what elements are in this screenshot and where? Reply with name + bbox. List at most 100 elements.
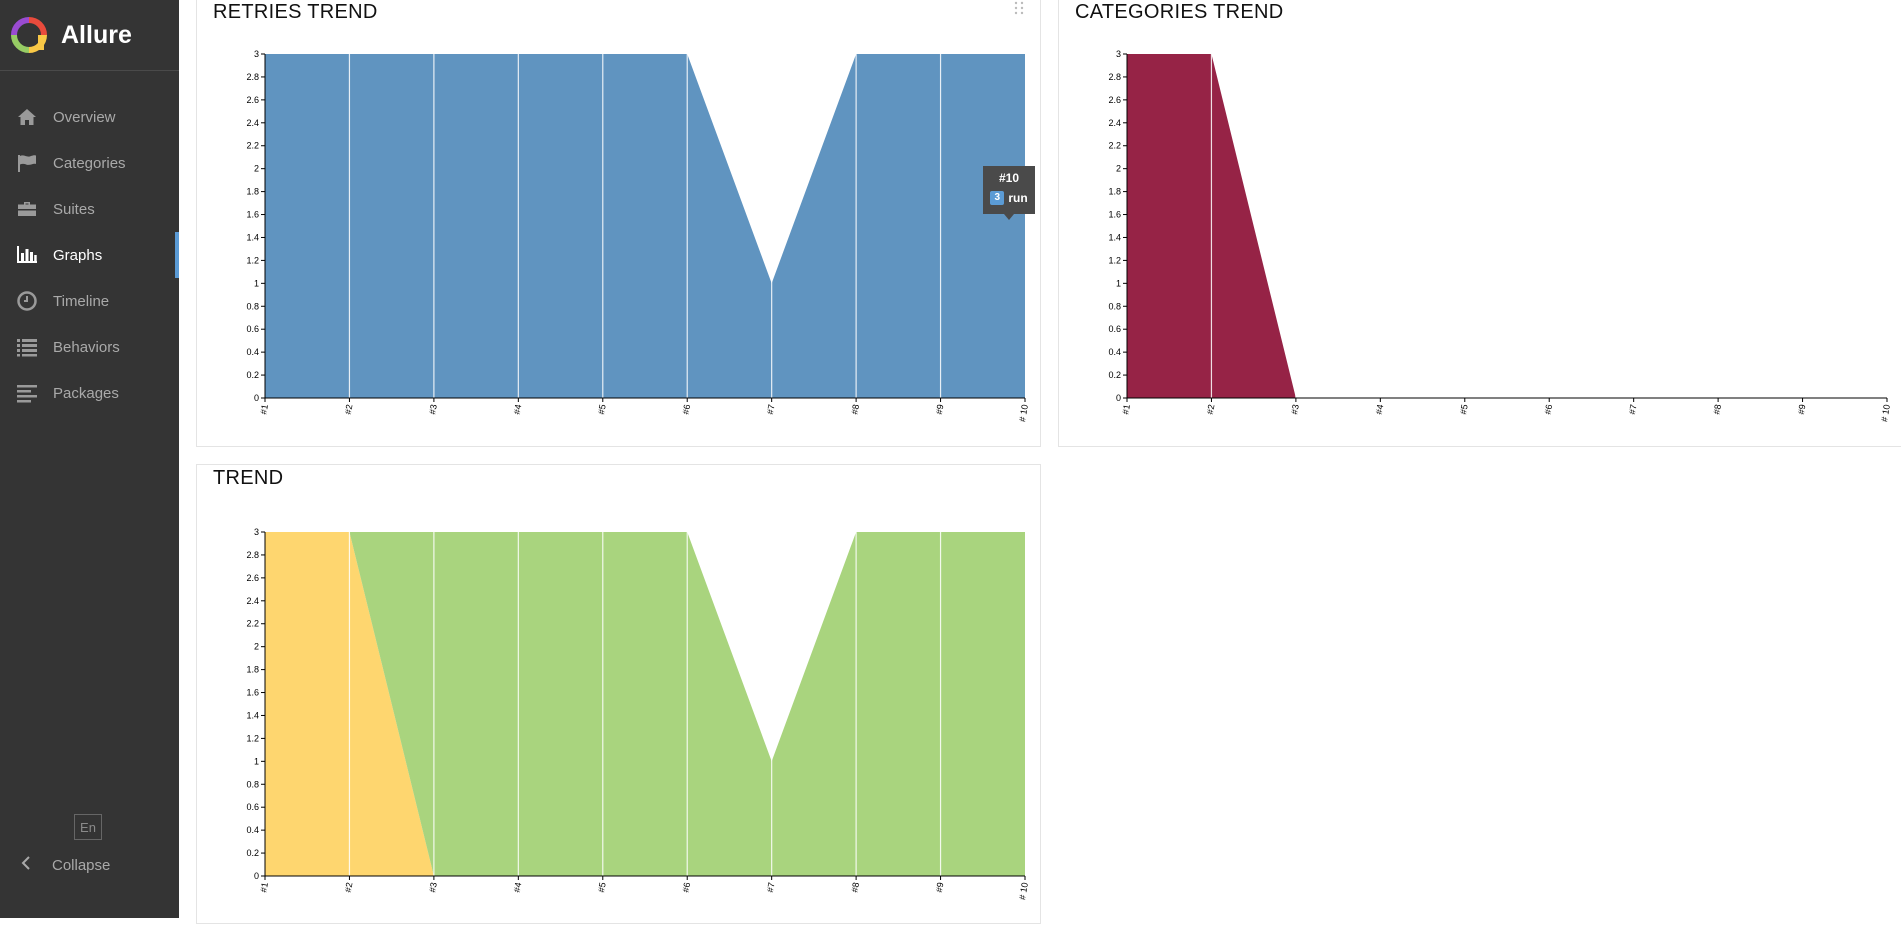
y-tick-label: 0.6: [1108, 324, 1121, 334]
sidebar-item-label: Packages: [53, 384, 119, 402]
flag-icon: [16, 152, 38, 174]
y-tick-label: 1.2: [246, 255, 259, 265]
sidebar-item-label: Behaviors: [53, 338, 120, 356]
widget-title: CATEGORIES TREND: [1075, 1, 1284, 23]
brand-name: Allure: [61, 20, 132, 49]
collapse-button[interactable]: Collapse: [20, 855, 110, 875]
y-tick-label: 0.4: [246, 825, 259, 835]
y-tick-label: 2.8: [246, 72, 259, 82]
x-tick-label: #6: [681, 882, 693, 894]
sidebar-item-graphs[interactable]: Graphs: [0, 232, 179, 278]
align-left-icon: [16, 382, 38, 404]
y-tick-label: 2.2: [246, 619, 259, 629]
y-tick-label: 1.8: [246, 665, 259, 675]
y-tick-label: 2: [254, 164, 259, 174]
y-tick-label: 1.8: [1108, 187, 1121, 197]
x-tick-label: # 10: [1017, 404, 1030, 423]
collapse-label: Collapse: [52, 856, 111, 874]
y-tick-label: 1.6: [1108, 210, 1121, 220]
sidebar-item-overview[interactable]: Overview: [0, 94, 179, 140]
area-series-0: [265, 532, 1025, 876]
sidebar: Allure Overview Categories Suites Graphs: [0, 0, 179, 918]
x-tick-label: #2: [343, 404, 355, 416]
area-series-0: [1127, 54, 1887, 398]
categories-trend-chart[interactable]: 0 0.2 0.4 0.6 0.8 1 1.2 1.4 1.6 1.8 2 2.2 2.4 2.6 2.8 3…: [1059, 0, 1901, 448]
y-tick-label: 1.6: [246, 210, 259, 220]
sidebar-item-suites[interactable]: Suites: [0, 186, 179, 232]
area-series-1: [265, 532, 1025, 876]
y-tick-label: 2.4: [1108, 118, 1121, 128]
list-icon: [16, 336, 38, 358]
x-tick-label: #1: [258, 882, 270, 894]
x-tick-label: #9: [934, 882, 946, 894]
y-tick-label: 2.8: [246, 550, 259, 560]
sidebar-item-label: Categories: [53, 154, 126, 172]
x-tick-label: #1: [258, 404, 270, 416]
x-tick-label: # 10: [1017, 882, 1030, 901]
sidebar-item-packages[interactable]: Packages: [0, 370, 179, 416]
y-tick-label: 1.4: [246, 710, 259, 720]
sidebar-item-categories[interactable]: Categories: [0, 140, 179, 186]
x-tick-label: #5: [1458, 404, 1470, 416]
sidebar-item-timeline[interactable]: Timeline: [0, 278, 179, 324]
x-tick-label: #5: [596, 882, 608, 894]
tooltip-label: run: [1008, 191, 1028, 205]
x-tick-label: #7: [765, 404, 777, 416]
trend-chart[interactable]: 0 0.2 0.4 0.6 0.8 1 1.2 1.4 1.6 1.8 2 2.2 2.4 2.6 2.8 3…: [197, 465, 1042, 925]
y-tick-label: 0.8: [246, 779, 259, 789]
y-tick-label: 2.2: [1108, 141, 1121, 151]
area-series-0: [265, 54, 1025, 398]
y-tick-label: 0.6: [246, 802, 259, 812]
y-tick-label: 1.4: [1108, 232, 1121, 242]
y-tick-label: 1.8: [246, 187, 259, 197]
x-tick-label: #4: [512, 882, 524, 894]
x-tick-label: #3: [1289, 404, 1301, 416]
y-tick-label: 0.2: [1108, 370, 1121, 380]
y-tick-label: 1: [254, 278, 259, 288]
retries-trend-chart[interactable]: 0 0.2 0.4 0.6 0.8 1 1.2 1.4 1.6 1.8 2 2.2 2.4 2.6 2.8 3…: [197, 0, 1042, 448]
x-tick-label: #3: [427, 404, 439, 416]
y-tick-label: 2.4: [246, 118, 259, 128]
y-tick-label: 0: [254, 871, 259, 881]
x-tick-label: #8: [849, 404, 861, 416]
x-tick-label: #7: [1627, 404, 1639, 416]
y-tick-label: 0.4: [1108, 347, 1121, 357]
x-tick-label: #7: [765, 882, 777, 894]
y-tick-label: 1.6: [246, 688, 259, 698]
y-tick-label: 2: [254, 642, 259, 652]
sidebar-item-behaviors[interactable]: Behaviors: [0, 324, 179, 370]
tooltip-title: #10: [998, 171, 1020, 185]
clock-icon: [16, 290, 38, 312]
sidebar-item-label: Suites: [53, 200, 95, 218]
y-tick-label: 2.4: [246, 596, 259, 606]
brand[interactable]: Allure: [0, 0, 179, 71]
y-tick-label: 3: [1116, 49, 1121, 59]
x-tick-label: # 10: [1879, 404, 1892, 423]
y-tick-label: 1: [1116, 278, 1121, 288]
briefcase-icon: [16, 198, 38, 220]
widget-title: TREND: [213, 467, 284, 489]
y-tick-label: 0.2: [246, 370, 259, 380]
y-tick-label: 1.4: [246, 232, 259, 242]
language-button[interactable]: En: [74, 814, 102, 840]
y-tick-label: 2: [1116, 164, 1121, 174]
widget-categories-trend: CATEGORIES TREND 0 0.2 0.4 0.6 0.8 1 1.2 1.4 1.6…: [1058, 0, 1901, 447]
y-tick-label: 1.2: [246, 733, 259, 743]
x-tick-label: #4: [1374, 404, 1386, 416]
y-tick-label: 1.2: [1108, 255, 1121, 265]
y-tick-label: 0.8: [246, 301, 259, 311]
y-tick-label: 0: [1116, 393, 1121, 403]
allure-logo-icon: [11, 17, 47, 53]
sidebar-item-label: Graphs: [53, 246, 103, 264]
home-icon: [16, 106, 38, 128]
chart-tooltip: #10 3 run: [983, 166, 1035, 220]
y-tick-label: 2.6: [1108, 95, 1121, 105]
tooltip-count: 3: [990, 191, 1005, 205]
x-tick-label: #9: [1796, 404, 1808, 416]
x-tick-label: #9: [934, 404, 946, 416]
x-tick-label: #4: [512, 404, 524, 416]
x-tick-label: #1: [1120, 404, 1132, 416]
y-tick-label: 3: [254, 49, 259, 59]
drag-handle-icon[interactable]: [1014, 1, 1024, 15]
x-tick-label: #8: [849, 882, 861, 894]
